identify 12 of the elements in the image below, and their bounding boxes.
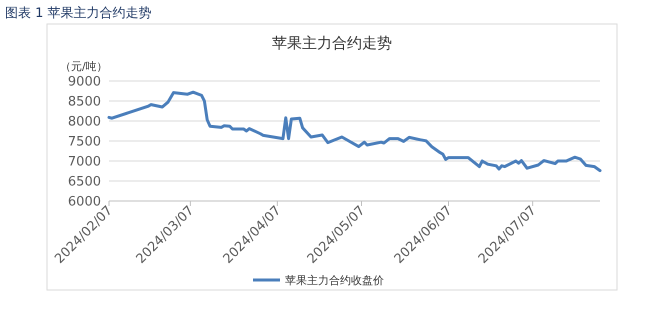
y-tick-label: 7500 — [68, 134, 101, 150]
y-tick-label: 8000 — [68, 114, 101, 130]
y-tick-label: 9000 — [68, 74, 101, 90]
y-tick-label: 6000 — [68, 194, 101, 210]
y-tick-label: 7000 — [68, 154, 101, 170]
y-tick-label: 8500 — [68, 94, 101, 110]
y-axis-title: （元/吨） — [60, 60, 108, 73]
legend-label: 苹果主力合约收盘价 — [285, 274, 384, 287]
line-series — [108, 90, 602, 172]
y-tick-label: 6500 — [68, 174, 101, 190]
chart-title: 图表 1 苹果主力合约走势 — [5, 5, 152, 21]
chart-subtitle: 苹果主力合约走势 — [272, 34, 392, 52]
